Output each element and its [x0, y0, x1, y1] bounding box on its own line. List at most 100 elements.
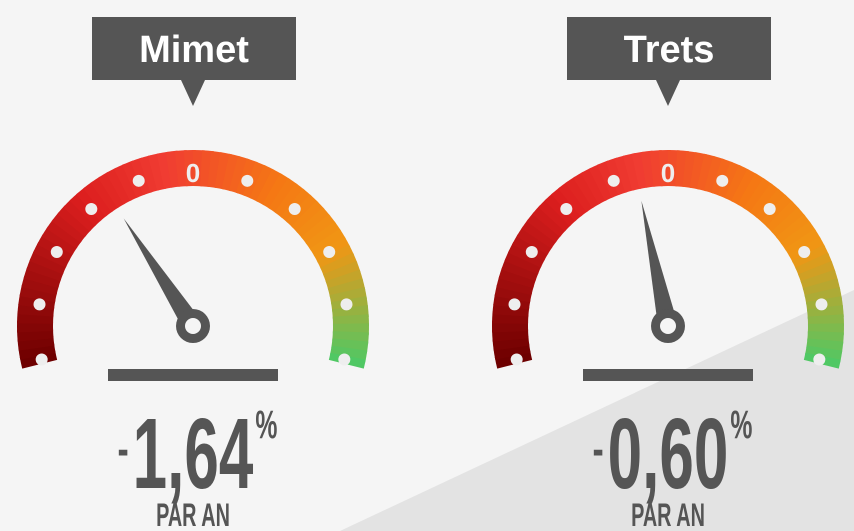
gauge-ring-segment [521, 219, 557, 249]
value-sign: - [117, 421, 128, 475]
gauge-dot [510, 353, 523, 366]
gauge-ring-segment [51, 211, 87, 243]
gauge-ring-segment [26, 258, 64, 282]
gauge-ring-segment [798, 261, 836, 284]
gauge-name: Mimet [139, 29, 249, 71]
gauge-ring-segment [760, 194, 794, 228]
gauge-ring-segment [724, 164, 750, 202]
gauge-ring-segment [296, 207, 331, 239]
gauge-ring-segment [105, 167, 132, 205]
gauge-dot [815, 298, 828, 311]
gauge-ring-segment [622, 153, 642, 191]
gauge-dot [85, 203, 98, 216]
gauge-ring-segment [780, 221, 817, 251]
zero-tick: 0 [661, 158, 675, 188]
gauge-dot [323, 246, 336, 259]
gauge-ring-segment [749, 182, 780, 219]
gauge-ring-segment [113, 163, 139, 201]
gauge-ring-segment [327, 278, 366, 298]
gauge-ring-segment [696, 153, 716, 192]
gauge-ring-segment [717, 161, 742, 199]
gauge-dot [763, 203, 776, 216]
gauge-ring-segment [802, 278, 841, 298]
gauge-ring-segment [771, 207, 806, 239]
gauge-ring-segment [580, 167, 607, 205]
gauge-ring-segment [526, 211, 562, 243]
gauge-dot [716, 174, 729, 187]
gauge-ring-segment [800, 269, 839, 291]
gauge-ring-segment [268, 177, 298, 214]
caption: PAR AN [631, 497, 705, 531]
gauge-ring-segment [325, 269, 364, 291]
gauge-ring-segment [97, 171, 126, 209]
gauge-ring-segment [498, 267, 537, 289]
gauge-ring-segment [320, 252, 358, 277]
gauge-ring-segment [532, 205, 567, 237]
gauge-dot [508, 298, 521, 311]
background-shade [340, 290, 854, 531]
gauge-dot [132, 174, 145, 187]
gauge-ring-segment [730, 168, 758, 206]
gauge-ring-segment [46, 219, 82, 249]
gauge-ring-segment [23, 267, 62, 289]
gauge-dot [340, 298, 353, 311]
gauge-ring-segment [291, 200, 325, 234]
gauge-ring-segment [57, 205, 92, 237]
value-number: 0,60 [608, 398, 729, 510]
needle-hub-center [660, 318, 676, 334]
gauge-dot [607, 174, 620, 187]
gauge-ring-segment [737, 173, 766, 210]
gauge-ring-segment [494, 284, 532, 303]
gauge-ring-segment [614, 155, 635, 193]
gauge-ring-segment [139, 155, 160, 193]
gauge-dot [813, 353, 826, 366]
gauge-ring-segment [83, 181, 114, 217]
gauge-ring-segment [90, 176, 120, 213]
gauge-ring-segment [249, 164, 275, 202]
gauge-ring-segment [572, 171, 601, 209]
label-box [92, 17, 296, 106]
needle [641, 200, 678, 329]
gauge-dot [288, 203, 301, 216]
gauge-name: Trets [624, 29, 715, 71]
gauge-ring-segment [19, 284, 57, 303]
gauge: Trets 0 0,60- % PAR AN [492, 17, 844, 531]
gauge-ring-segment [221, 153, 241, 192]
label-box [567, 17, 771, 106]
gauge-ring-segment [305, 221, 342, 251]
gauge-ring-segment [255, 168, 283, 206]
gauge-ring-segment [301, 214, 337, 245]
gauge: Mimet 0 1,64- % PAR AN [16, 17, 369, 531]
gauge-ring-segment [588, 163, 614, 201]
gauge-ring-segment [228, 155, 250, 194]
gauge-dot [525, 246, 538, 259]
gauge-ring-segment [558, 181, 589, 217]
zero-tick: 0 [186, 158, 200, 188]
baseline-bar [108, 369, 278, 381]
value-unit: % [255, 403, 277, 447]
gauge-ring-segment [795, 252, 833, 277]
gauge-ring-segment [323, 261, 361, 284]
gauge-ring-segment [689, 152, 707, 190]
gauge-ring-segment [776, 214, 812, 245]
gauge-ring-segment [766, 200, 800, 234]
gauge-ring-segment [703, 155, 725, 194]
gauge-ring-segment [214, 152, 232, 190]
baseline-bar [583, 369, 753, 381]
gauge-ring-segment [317, 244, 355, 270]
gauge-ring-segment [332, 314, 369, 327]
gauge-ring-segment [285, 194, 319, 228]
gauge-ring-segment [538, 198, 572, 232]
gauge-dot [35, 353, 48, 366]
gauge-dot [50, 246, 63, 259]
gauge-ring-segment [63, 198, 97, 232]
gauge-dot [241, 174, 254, 187]
gauge-ring-segment [743, 177, 773, 214]
gauge-dot [798, 246, 811, 259]
gauge-ring-segment [242, 161, 267, 199]
gauge-ring-segment [792, 244, 830, 270]
gauge-ring-segment [658, 150, 671, 187]
gauge-ring-segment [41, 226, 78, 255]
gauge-ring-segment [516, 226, 553, 255]
